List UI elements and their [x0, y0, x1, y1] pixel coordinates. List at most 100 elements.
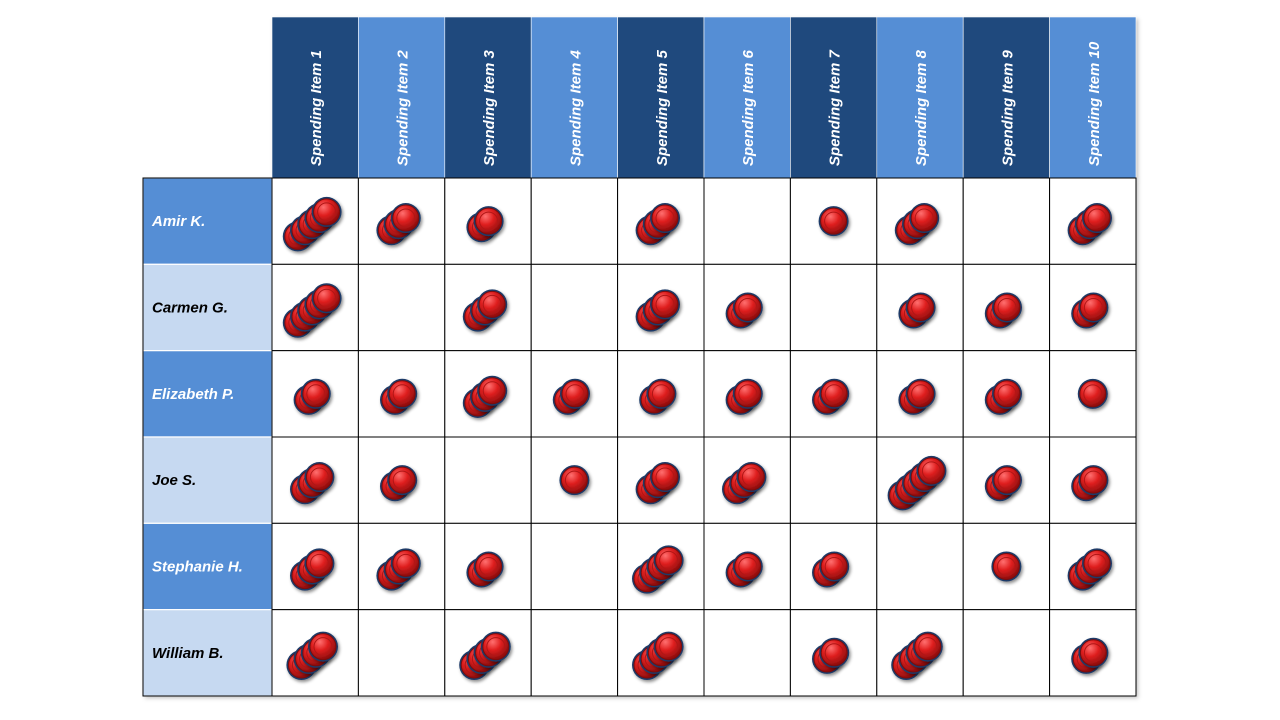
red-circle-token	[991, 551, 1022, 582]
row-headers: Amir K. Carmen G. Elizabeth P. Joe S. Stepha…	[142, 177, 273, 697]
column-header-cell	[271, 16, 359, 179]
token-inner-ring	[659, 550, 679, 570]
token-stack	[635, 203, 680, 246]
token-inner-ring	[1083, 470, 1103, 490]
token-stack	[552, 378, 590, 415]
token-stack	[635, 289, 680, 332]
red-circle-token	[912, 631, 943, 662]
token-inner-ring	[1087, 208, 1107, 228]
token-inner-ring	[655, 294, 675, 314]
token-stack	[898, 292, 936, 329]
red-circle-token	[300, 378, 331, 409]
red-circle-token	[650, 203, 680, 234]
token-stack	[559, 465, 590, 496]
red-circle-token	[1078, 292, 1109, 323]
token-inner-ring	[659, 637, 679, 657]
red-circle-token	[650, 289, 680, 320]
token-inner-ring	[738, 384, 758, 404]
token-inner-ring	[1083, 297, 1103, 317]
red-circle-token	[477, 375, 508, 406]
row-header-label: Stephanie H.	[152, 559, 243, 576]
token-inner-ring	[738, 556, 758, 576]
red-circle-token	[818, 206, 849, 237]
token-stack	[984, 378, 1022, 415]
token-inner-ring	[479, 556, 499, 576]
grid-cell	[444, 436, 532, 524]
token-stack	[725, 551, 763, 588]
token-stack	[380, 465, 418, 502]
token-stack	[1071, 465, 1109, 502]
column-header-label: Spending Item 3	[481, 49, 498, 166]
token-stack	[459, 631, 511, 681]
grid-cell	[357, 609, 446, 697]
red-circle-token	[390, 548, 421, 579]
column-header-cell	[530, 16, 618, 179]
row-header-cell	[142, 177, 273, 265]
column-header-cell	[444, 16, 532, 179]
red-circle-token	[311, 196, 342, 227]
token-inner-ring	[655, 208, 675, 228]
red-circle-token	[473, 551, 504, 582]
grid-cell	[357, 436, 446, 524]
token-inner-ring	[914, 208, 934, 228]
red-circle-token	[1082, 548, 1112, 579]
token-inner-ring	[911, 297, 931, 317]
red-circle-token	[819, 637, 850, 668]
token-stack	[290, 462, 335, 505]
grid-cell	[357, 263, 446, 352]
token-stack	[290, 548, 335, 591]
token-stack	[891, 631, 943, 681]
row-header-label: Carmen G.	[152, 300, 228, 317]
token-inner-ring	[1083, 384, 1103, 404]
token-stack	[894, 203, 940, 246]
token-inner-ring	[1087, 553, 1107, 573]
token-inner-ring	[997, 297, 1017, 317]
token-stack	[818, 206, 849, 237]
red-circle-token	[732, 378, 763, 409]
token-stack	[812, 378, 850, 415]
red-circle-token	[650, 462, 680, 493]
column-header-cell	[703, 16, 791, 179]
token-stack	[898, 378, 936, 415]
red-circle-token	[905, 292, 936, 323]
red-circle-token	[304, 548, 335, 579]
column-headers: Spending Item 1 Spending Item 2 Spending I…	[271, 16, 1137, 179]
red-circle-token	[732, 551, 763, 582]
token-inner-ring	[482, 381, 502, 401]
token-inner-ring	[824, 643, 844, 663]
column-header-label: Spending Item 6	[740, 49, 757, 166]
token-inner-ring	[479, 211, 499, 231]
red-circle-token	[905, 378, 936, 409]
token-inner-ring	[396, 208, 416, 228]
column-header: Spending Item 5	[617, 16, 705, 179]
red-circle-token	[916, 455, 947, 486]
token-stack	[984, 292, 1022, 329]
token-stack	[1071, 637, 1109, 674]
column-header-cell	[790, 16, 878, 179]
grid-cell	[876, 522, 964, 611]
red-circle-token	[473, 206, 504, 237]
red-circle-token	[480, 631, 511, 662]
token-inner-ring	[997, 384, 1017, 404]
grid-cell	[530, 263, 619, 352]
red-circle-token	[387, 378, 418, 409]
token-stack	[1067, 203, 1112, 246]
column-header-label: Spending Item 5	[654, 49, 671, 166]
token-inner-ring	[564, 470, 584, 490]
token-inner-ring	[317, 288, 337, 308]
token-stack	[635, 462, 680, 505]
red-circle-token	[819, 551, 850, 582]
red-circle-token	[1082, 203, 1112, 234]
column-header: Spending Item 3	[444, 16, 532, 179]
row-header-cell	[142, 436, 273, 524]
token-stack	[632, 631, 684, 681]
table-outline	[142, 177, 1137, 697]
column-header: Spending Item 6	[703, 16, 791, 179]
red-circle-token	[992, 292, 1022, 323]
token-stack	[725, 378, 763, 415]
row-header-label: Joe S.	[152, 472, 196, 489]
row-header-label: Elizabeth P.	[152, 386, 234, 403]
token-stack	[725, 292, 763, 329]
red-circle-token	[1078, 465, 1109, 496]
red-circle-token	[311, 283, 342, 314]
